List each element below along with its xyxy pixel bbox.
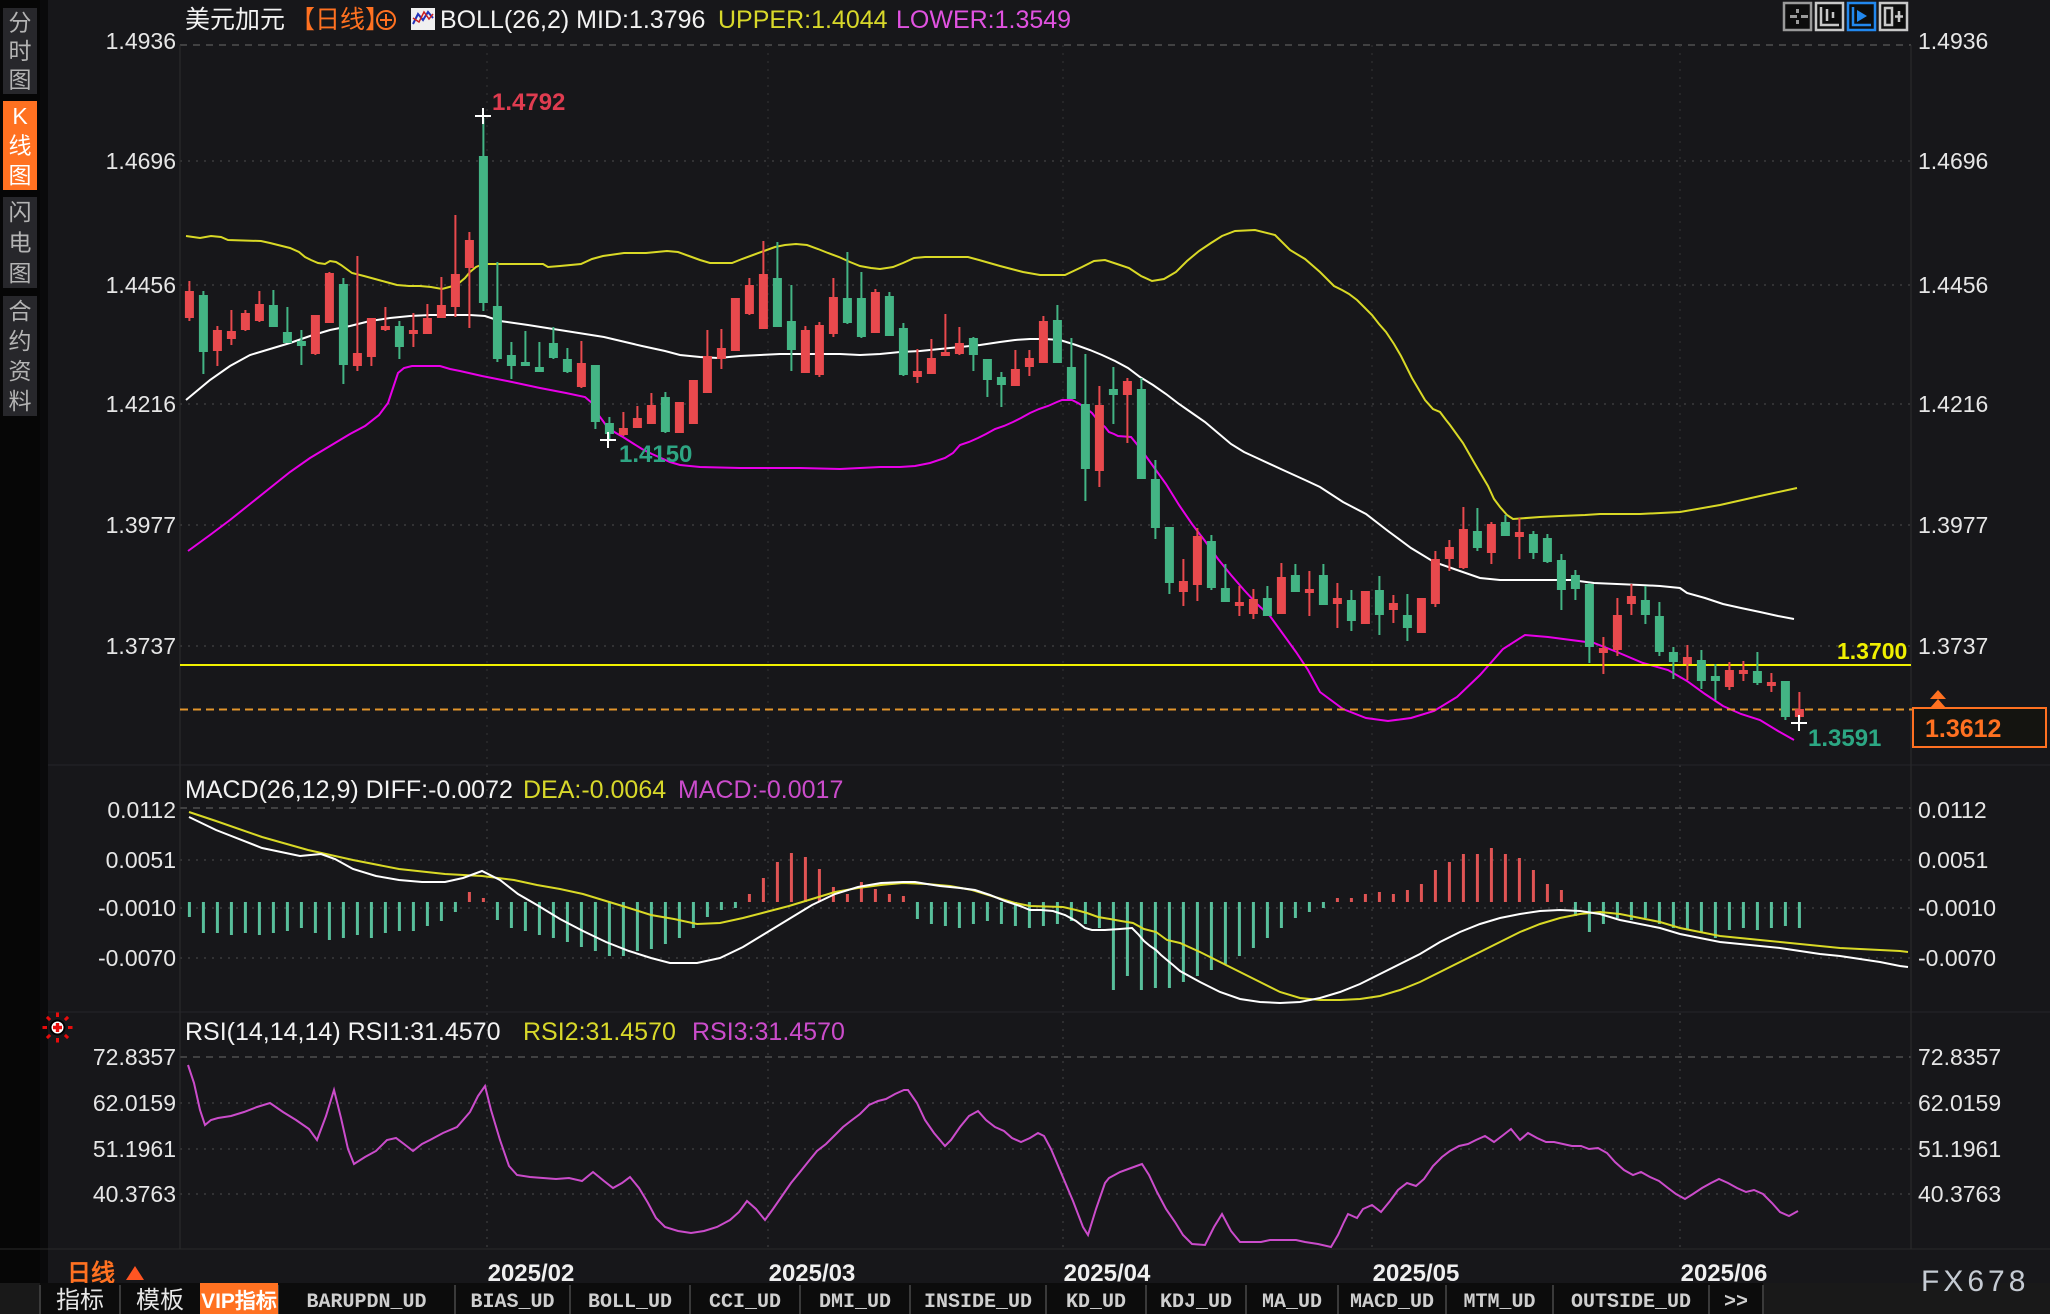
- svg-text:料: 料: [9, 388, 32, 414]
- svg-text:MACD(26,12,9) DIFF:-0.0072: MACD(26,12,9) DIFF:-0.0072: [185, 776, 513, 804]
- svg-text:40.3763: 40.3763: [1918, 1181, 2001, 1207]
- svg-text:0.0051: 0.0051: [106, 847, 176, 873]
- svg-text:2025/03: 2025/03: [769, 1260, 856, 1287]
- svg-text:BOLL(26,2) MID:1.3796: BOLL(26,2) MID:1.3796: [440, 6, 705, 34]
- svg-text:1.3977: 1.3977: [1918, 512, 1988, 538]
- svg-text:1.4456: 1.4456: [106, 272, 176, 298]
- svg-text:62.0159: 62.0159: [93, 1090, 176, 1116]
- svg-text:1.4456: 1.4456: [1918, 272, 1988, 298]
- svg-text:MACD:-0.0017: MACD:-0.0017: [678, 776, 843, 804]
- svg-text:1.3612: 1.3612: [1925, 715, 2001, 743]
- svg-text:72.8357: 72.8357: [93, 1044, 176, 1070]
- svg-text:51.1961: 51.1961: [93, 1136, 176, 1162]
- svg-text:-0.0070: -0.0070: [1918, 945, 1996, 971]
- svg-text:FX678: FX678: [1921, 1265, 2029, 1298]
- svg-text:RSI3:31.4570: RSI3:31.4570: [692, 1018, 845, 1046]
- svg-text:1.4696: 1.4696: [1918, 148, 1988, 174]
- svg-text:1.3977: 1.3977: [106, 512, 176, 538]
- svg-text:K: K: [12, 103, 28, 129]
- svg-text:0.0112: 0.0112: [107, 797, 176, 823]
- svg-text:KD_UD: KD_UD: [1066, 1291, 1126, 1314]
- svg-text:>>: >>: [1724, 1291, 1748, 1314]
- svg-text:图: 图: [9, 162, 32, 188]
- svg-text:1.4936: 1.4936: [106, 28, 176, 54]
- svg-text:1.3737: 1.3737: [106, 633, 176, 659]
- svg-text:INSIDE_UD: INSIDE_UD: [924, 1291, 1032, 1314]
- svg-text:闪: 闪: [9, 199, 32, 225]
- svg-text:日线: 日线: [67, 1260, 115, 1287]
- svg-text:时: 时: [9, 38, 32, 64]
- svg-text:1.4150: 1.4150: [619, 441, 692, 468]
- svg-text:2025/02: 2025/02: [488, 1260, 575, 1287]
- svg-text:1.4216: 1.4216: [106, 391, 176, 417]
- svg-text:0.0112: 0.0112: [1918, 797, 1987, 823]
- svg-text:美元加元: 美元加元: [185, 6, 285, 34]
- svg-text:VIP指标: VIP指标: [201, 1289, 277, 1313]
- svg-text:MTM_UD: MTM_UD: [1463, 1291, 1535, 1314]
- svg-text:模板: 模板: [136, 1287, 184, 1314]
- svg-text:-0.0010: -0.0010: [1918, 895, 1996, 921]
- svg-text:电: 电: [9, 230, 32, 256]
- svg-text:2025/04: 2025/04: [1064, 1260, 1151, 1287]
- svg-text:2025/06: 2025/06: [1681, 1260, 1768, 1287]
- svg-text:分: 分: [9, 9, 32, 35]
- svg-text:1.3700: 1.3700: [1837, 638, 1907, 664]
- svg-text:线: 线: [9, 133, 32, 159]
- svg-text:约: 约: [9, 328, 32, 354]
- svg-text:RSI2:31.4570: RSI2:31.4570: [523, 1018, 676, 1046]
- svg-text:1.4696: 1.4696: [106, 148, 176, 174]
- svg-text:【日线】: 【日线】: [290, 6, 390, 34]
- svg-text:LOWER:1.3549: LOWER:1.3549: [896, 6, 1071, 34]
- svg-text:图: 图: [9, 260, 32, 286]
- svg-text:MA_UD: MA_UD: [1262, 1291, 1322, 1314]
- svg-text:DMI_UD: DMI_UD: [819, 1291, 891, 1314]
- svg-text:MACD_UD: MACD_UD: [1350, 1291, 1434, 1314]
- svg-text:40.3763: 40.3763: [93, 1181, 176, 1207]
- svg-text:KDJ_UD: KDJ_UD: [1160, 1291, 1232, 1314]
- svg-text:合: 合: [9, 298, 32, 324]
- svg-text:-0.0070: -0.0070: [98, 945, 176, 971]
- svg-text:1.3591: 1.3591: [1808, 725, 1881, 752]
- svg-text:RSI(14,14,14) RSI1:31.4570: RSI(14,14,14) RSI1:31.4570: [185, 1018, 500, 1046]
- svg-text:72.8357: 72.8357: [1918, 1044, 2001, 1070]
- svg-text:DEA:-0.0064: DEA:-0.0064: [523, 776, 666, 804]
- svg-text:1.4792: 1.4792: [492, 89, 565, 116]
- svg-text:指标: 指标: [56, 1287, 104, 1314]
- svg-text:CCI_UD: CCI_UD: [709, 1291, 781, 1314]
- svg-text:1.4216: 1.4216: [1918, 391, 1988, 417]
- svg-text:1.3737: 1.3737: [1918, 633, 1988, 659]
- svg-text:51.1961: 51.1961: [1918, 1136, 2001, 1162]
- svg-text:62.0159: 62.0159: [1918, 1090, 2001, 1116]
- svg-text:图: 图: [9, 67, 32, 93]
- svg-text:BARUPDN_UD: BARUPDN_UD: [306, 1291, 426, 1314]
- svg-text:资: 资: [9, 358, 32, 384]
- svg-text:BOLL_UD: BOLL_UD: [588, 1291, 672, 1314]
- svg-text:2025/05: 2025/05: [1373, 1260, 1460, 1287]
- svg-text:-0.0010: -0.0010: [98, 895, 176, 921]
- svg-text:OUTSIDE_UD: OUTSIDE_UD: [1571, 1291, 1691, 1314]
- svg-text:BIAS_UD: BIAS_UD: [470, 1291, 554, 1314]
- svg-text:UPPER:1.4044: UPPER:1.4044: [718, 6, 888, 34]
- svg-text:0.0051: 0.0051: [1918, 847, 1988, 873]
- svg-text:1.4936: 1.4936: [1918, 28, 1988, 54]
